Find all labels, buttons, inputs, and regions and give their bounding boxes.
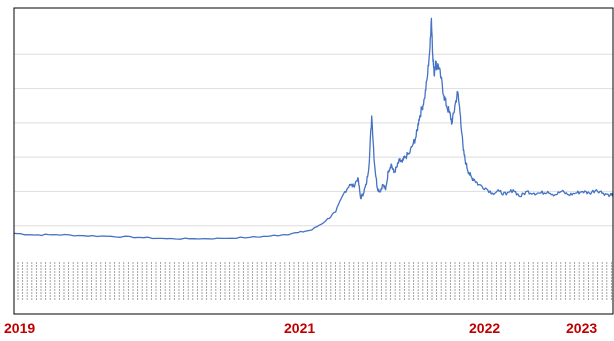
year-label-2023: 2023 <box>566 320 598 336</box>
gridlines <box>14 53 613 227</box>
series-line <box>13 17 614 240</box>
year-label-2019: 2019 <box>4 320 36 336</box>
plot-frame <box>13 7 614 315</box>
date-tick-labels <box>17 262 612 300</box>
year-label-2021: 2021 <box>284 320 316 336</box>
year-label-2022: 2022 <box>469 320 501 336</box>
